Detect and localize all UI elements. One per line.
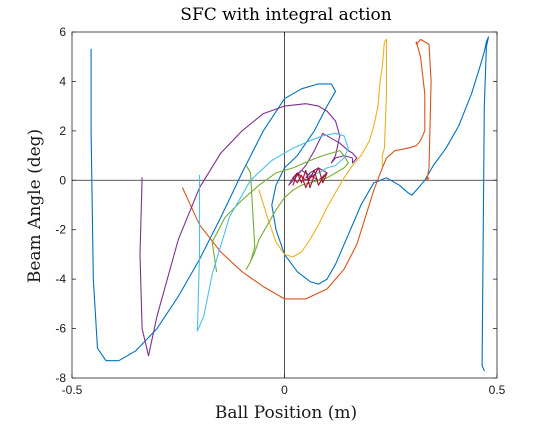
series-line-7 — [292, 167, 328, 189]
series-line-5 — [211, 150, 349, 273]
series-line-4 — [139, 103, 358, 357]
x-tick-label: 0 — [281, 383, 288, 397]
chart-title: SFC with integral action — [180, 5, 391, 25]
y-tick-label: 4 — [59, 74, 66, 88]
y-tick-label: -2 — [55, 223, 66, 237]
y-tick-label: 0 — [59, 173, 66, 187]
y-tick-label: -4 — [55, 272, 66, 286]
series-line-6 — [196, 132, 349, 332]
x-tick-label: -0.5 — [62, 383, 83, 397]
y-tick-label: 2 — [59, 124, 66, 138]
y-tick-label: -6 — [55, 322, 66, 336]
series-layer — [90, 36, 490, 372]
series-line-2 — [181, 38, 432, 300]
series-line-3 — [258, 38, 388, 258]
y-tick-label: 6 — [59, 25, 66, 39]
plot-area — [72, 32, 497, 378]
x-tick-label: 0.5 — [489, 383, 506, 397]
y-tick-label: -8 — [55, 371, 66, 385]
series-line-1 — [90, 36, 490, 372]
x-axis-label: Ball Position (m) — [215, 403, 357, 423]
axes-layer: -0.5 0 0.5 -8 -6 -4 -2 0 2 4 6 — [55, 25, 505, 397]
y-axis-label: Beam Angle (deg) — [25, 129, 45, 283]
